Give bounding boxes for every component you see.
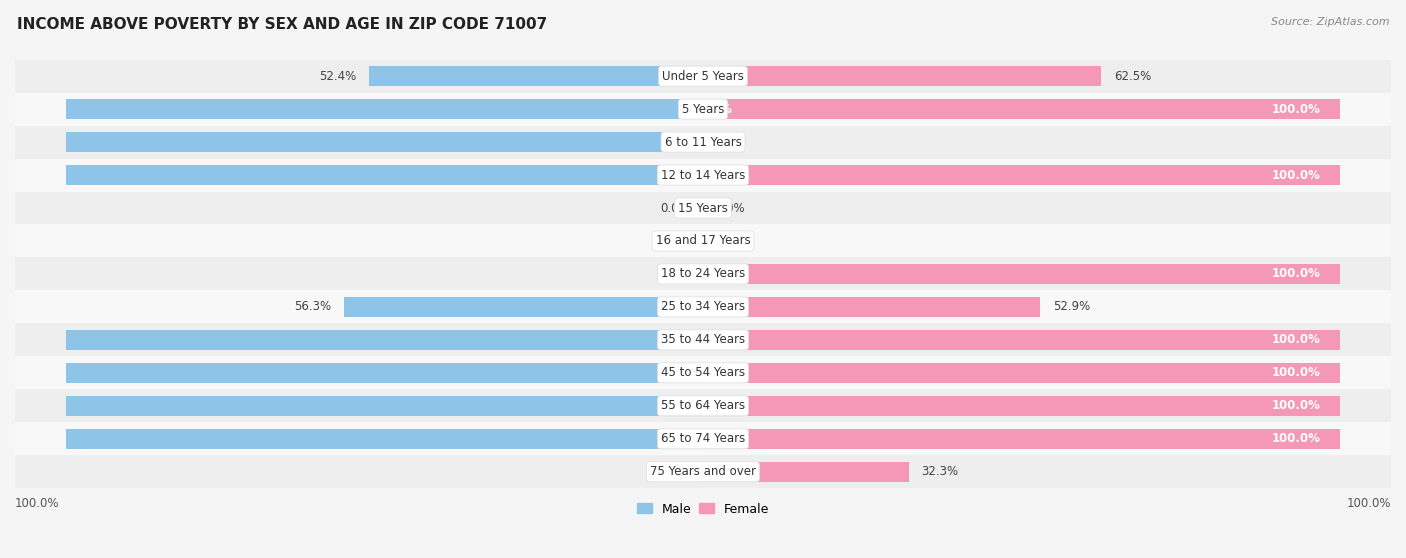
Text: 100.0%: 100.0%: [15, 497, 59, 509]
Bar: [15, 224, 1391, 257]
Text: 65 to 74 Years: 65 to 74 Years: [661, 432, 745, 445]
Bar: [703, 297, 1040, 317]
Text: 32.3%: 32.3%: [921, 465, 959, 478]
Bar: [703, 330, 1340, 350]
Bar: [703, 99, 1340, 119]
Bar: [15, 324, 1391, 357]
Text: INCOME ABOVE POVERTY BY SEX AND AGE IN ZIP CODE 71007: INCOME ABOVE POVERTY BY SEX AND AGE IN Z…: [17, 17, 547, 32]
Bar: [66, 99, 703, 119]
Bar: [15, 126, 1391, 158]
Bar: [15, 158, 1391, 191]
Text: 100.0%: 100.0%: [1272, 169, 1320, 181]
Text: 100.0%: 100.0%: [683, 103, 733, 116]
Text: 55 to 64 Years: 55 to 64 Years: [661, 400, 745, 412]
Text: 56.3%: 56.3%: [294, 300, 332, 314]
Text: 0.0%: 0.0%: [661, 465, 690, 478]
Text: 0.0%: 0.0%: [661, 234, 690, 248]
Text: 16 and 17 Years: 16 and 17 Years: [655, 234, 751, 248]
Bar: [344, 297, 703, 317]
Text: 100.0%: 100.0%: [683, 136, 733, 148]
Text: 100.0%: 100.0%: [683, 333, 733, 347]
Text: 15 Years: 15 Years: [678, 201, 728, 214]
Text: 52.4%: 52.4%: [319, 70, 357, 83]
Bar: [703, 66, 1101, 86]
Bar: [15, 191, 1391, 224]
Bar: [703, 429, 1340, 449]
Text: 12 to 14 Years: 12 to 14 Years: [661, 169, 745, 181]
Bar: [703, 363, 1340, 383]
Text: 100.0%: 100.0%: [1347, 497, 1391, 509]
Text: 100.0%: 100.0%: [683, 169, 733, 181]
Text: 25 to 34 Years: 25 to 34 Years: [661, 300, 745, 314]
Text: 100.0%: 100.0%: [1272, 432, 1320, 445]
Bar: [703, 165, 1340, 185]
Bar: [15, 257, 1391, 290]
Text: 100.0%: 100.0%: [683, 400, 733, 412]
Bar: [66, 363, 703, 383]
Text: 100.0%: 100.0%: [1272, 333, 1320, 347]
Text: 75 Years and over: 75 Years and over: [650, 465, 756, 478]
Text: 35 to 44 Years: 35 to 44 Years: [661, 333, 745, 347]
Text: Under 5 Years: Under 5 Years: [662, 70, 744, 83]
Text: 0.0%: 0.0%: [716, 234, 745, 248]
Bar: [15, 357, 1391, 389]
Bar: [15, 422, 1391, 455]
Text: 100.0%: 100.0%: [683, 432, 733, 445]
Text: 6 to 11 Years: 6 to 11 Years: [665, 136, 741, 148]
Bar: [15, 389, 1391, 422]
Bar: [703, 264, 1340, 284]
Bar: [66, 132, 703, 152]
Text: 0.0%: 0.0%: [661, 201, 690, 214]
Bar: [15, 455, 1391, 488]
Text: 0.0%: 0.0%: [716, 201, 745, 214]
Text: 45 to 54 Years: 45 to 54 Years: [661, 367, 745, 379]
Text: 62.5%: 62.5%: [1114, 70, 1152, 83]
Bar: [66, 330, 703, 350]
Bar: [66, 165, 703, 185]
Text: 100.0%: 100.0%: [1272, 267, 1320, 281]
Text: 100.0%: 100.0%: [1272, 367, 1320, 379]
Bar: [703, 396, 1340, 416]
Text: 100.0%: 100.0%: [1272, 400, 1320, 412]
Bar: [15, 60, 1391, 93]
Bar: [15, 290, 1391, 324]
Bar: [370, 66, 703, 86]
Text: 5 Years: 5 Years: [682, 103, 724, 116]
Text: 52.9%: 52.9%: [1053, 300, 1090, 314]
Text: 100.0%: 100.0%: [683, 367, 733, 379]
Text: 18 to 24 Years: 18 to 24 Years: [661, 267, 745, 281]
Bar: [703, 461, 908, 482]
Bar: [15, 93, 1391, 126]
Text: Source: ZipAtlas.com: Source: ZipAtlas.com: [1271, 17, 1389, 27]
Text: 100.0%: 100.0%: [1272, 103, 1320, 116]
Bar: [66, 429, 703, 449]
Bar: [66, 396, 703, 416]
Text: 0.0%: 0.0%: [661, 267, 690, 281]
Text: 0.0%: 0.0%: [716, 136, 745, 148]
Legend: Male, Female: Male, Female: [631, 498, 775, 521]
